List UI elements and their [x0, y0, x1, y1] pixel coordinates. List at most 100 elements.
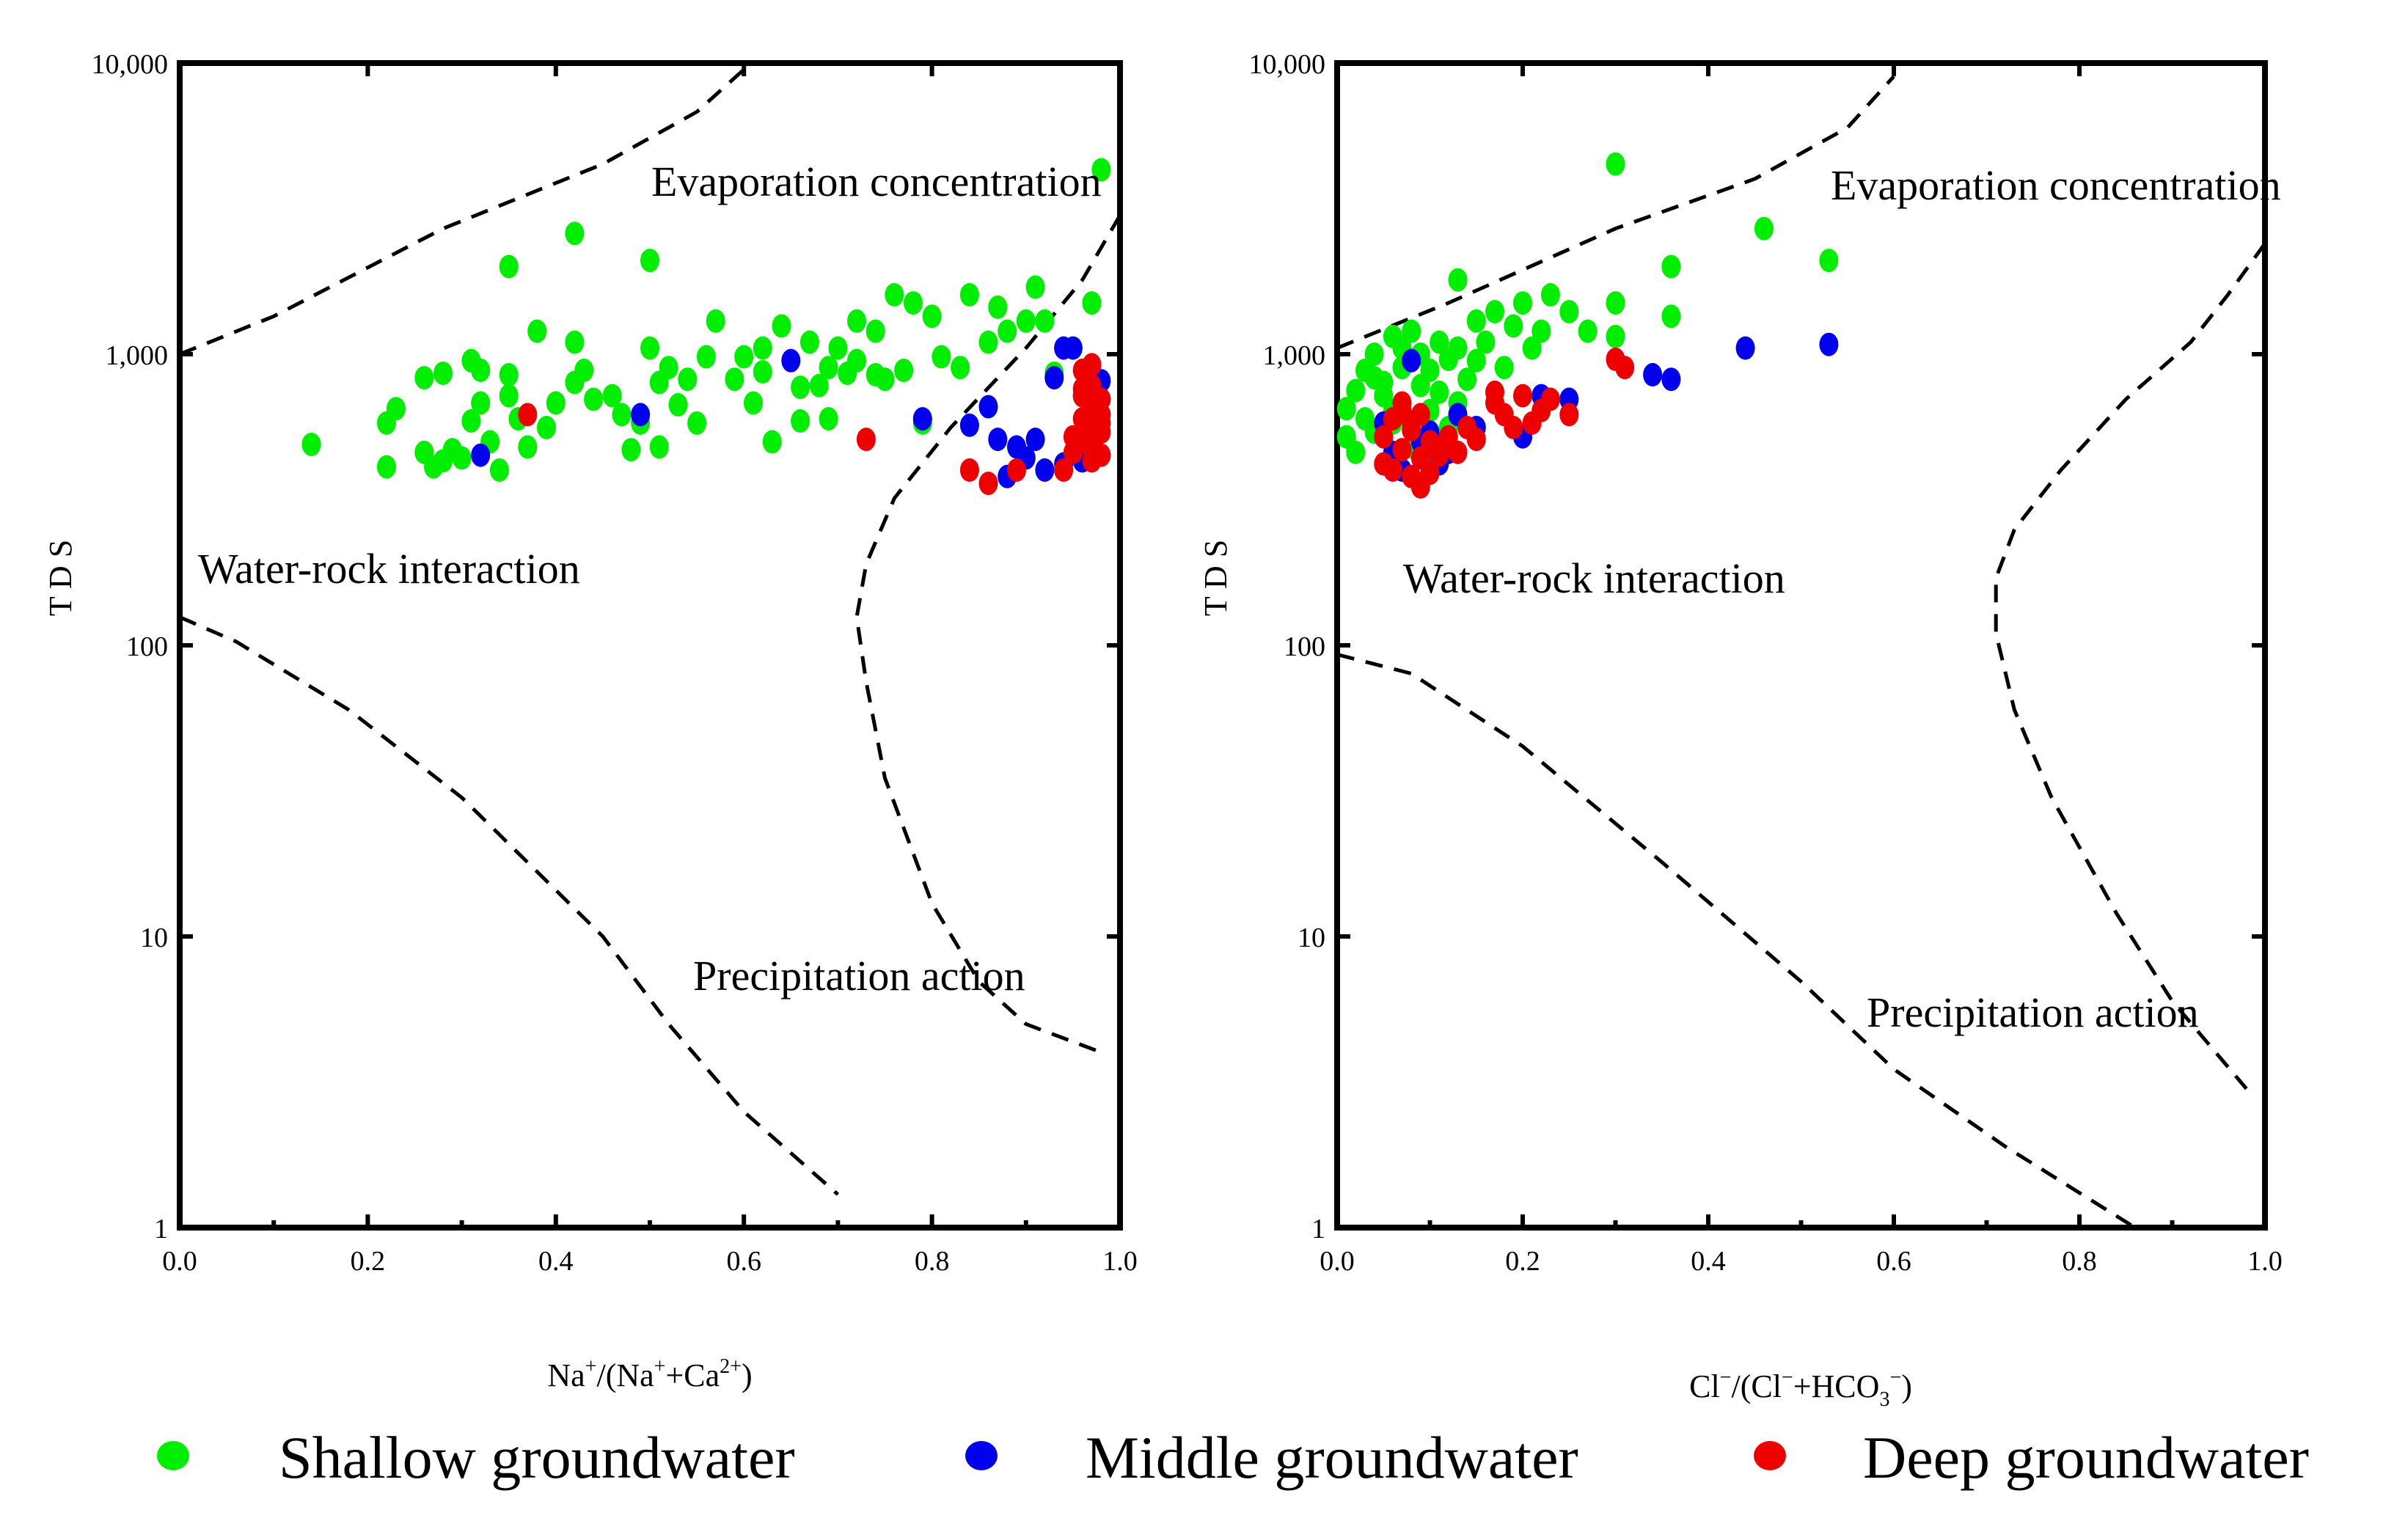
- point-shallow: [762, 430, 782, 454]
- point-shallow: [894, 359, 914, 382]
- point-middle: [1735, 336, 1755, 360]
- point-shallow: [1430, 380, 1449, 404]
- y-tick-label: 10,000: [92, 49, 169, 80]
- point-shallow: [1466, 309, 1486, 333]
- point-deep: [1485, 380, 1504, 404]
- point-shallow: [772, 314, 791, 338]
- point-shallow: [377, 455, 396, 479]
- point-shallow: [640, 336, 659, 360]
- point-shallow: [612, 403, 632, 427]
- point-shallow: [527, 319, 547, 343]
- point-shallow: [1476, 330, 1496, 354]
- point-deep: [1374, 425, 1394, 449]
- point-shallow: [1364, 366, 1384, 390]
- point-shallow: [1606, 324, 1625, 348]
- point-middle: [1819, 332, 1839, 356]
- boundary-line-right: [854, 214, 1122, 1055]
- legend-item-deep: Deep groundwater: [1754, 1424, 2309, 1491]
- point-shallow: [1346, 378, 1366, 403]
- point-shallow: [866, 319, 885, 343]
- point-shallow: [753, 336, 772, 360]
- point-shallow: [433, 362, 453, 385]
- point-shallow: [706, 309, 725, 333]
- x-tick-label: 0.0: [1320, 1246, 1355, 1277]
- y-tick-label: 100: [126, 631, 168, 662]
- point-shallow: [1754, 216, 1774, 241]
- point-shallow: [744, 391, 763, 415]
- point-shallow: [301, 433, 321, 456]
- point-shallow: [471, 391, 491, 415]
- point-shallow: [1402, 319, 1421, 343]
- point-shallow: [1504, 314, 1523, 338]
- point-deep: [1466, 428, 1486, 452]
- point-middle: [781, 348, 801, 373]
- point-shallow: [621, 438, 641, 462]
- point-shallow: [1606, 152, 1625, 176]
- point-shallow: [471, 359, 491, 382]
- point-deep: [1402, 411, 1421, 435]
- point-shallow: [452, 446, 472, 470]
- point-shallow: [1819, 249, 1839, 273]
- point-shallow: [725, 367, 744, 392]
- point-shallow: [649, 435, 669, 459]
- point-shallow: [1091, 158, 1111, 182]
- point-shallow: [1485, 300, 1504, 323]
- point-shallow: [1035, 309, 1055, 333]
- point-deep: [1054, 458, 1074, 482]
- legend-marker-deep: [1754, 1441, 1786, 1470]
- point-deep: [1504, 416, 1523, 439]
- legend-marker-middle: [965, 1441, 998, 1470]
- y-tick-label: 1,000: [1263, 340, 1326, 371]
- point-shallow: [1346, 440, 1366, 464]
- point-shallow: [885, 283, 904, 307]
- point-shallow: [1540, 283, 1560, 307]
- point-shallow: [1531, 319, 1551, 343]
- point-shallow: [565, 330, 585, 354]
- point-shallow: [537, 416, 556, 439]
- point-shallow: [668, 393, 688, 417]
- point-deep: [1072, 377, 1092, 401]
- point-shallow: [687, 411, 707, 435]
- point-shallow: [791, 409, 810, 433]
- point-shallow: [988, 295, 1008, 319]
- boundary-line-upper: [1336, 75, 1895, 350]
- point-deep: [1082, 353, 1102, 377]
- point-shallow: [1448, 268, 1468, 292]
- point-middle: [959, 413, 979, 437]
- point-shallow: [461, 409, 481, 433]
- point-shallow: [1420, 359, 1440, 382]
- x-tick-label: 0.6: [1876, 1246, 1911, 1277]
- point-shallow: [1494, 356, 1514, 380]
- point-shallow: [696, 345, 716, 369]
- point-deep: [1448, 440, 1468, 464]
- point-shallow: [866, 363, 885, 386]
- point-shallow: [951, 356, 970, 380]
- point-shallow: [602, 384, 622, 408]
- point-shallow: [1448, 336, 1468, 360]
- point-shallow: [1466, 348, 1486, 373]
- y-tick-label: 1,000: [106, 340, 169, 371]
- point-middle: [1063, 336, 1083, 360]
- point-shallow: [998, 319, 1017, 343]
- point-shallow: [489, 458, 509, 482]
- point-shallow: [1457, 367, 1477, 392]
- point-shallow: [791, 375, 810, 400]
- point-shallow: [499, 254, 519, 279]
- point-shallow: [809, 373, 829, 397]
- point-shallow: [565, 221, 585, 246]
- x-tick-label: 0.6: [726, 1246, 761, 1277]
- point-middle: [1044, 366, 1064, 390]
- point-deep: [1430, 443, 1449, 467]
- point-deep: [1091, 387, 1111, 411]
- point-middle: [1402, 348, 1421, 373]
- x-tick-label: 0.2: [1505, 1246, 1540, 1277]
- legend: Shallow groundwater Middle groundwater D…: [157, 1424, 2309, 1491]
- legend-marker-shallow: [157, 1441, 189, 1470]
- x-axis-title: Cl−/(Cl−+HCO3−): [1689, 1366, 1912, 1411]
- point-shallow: [414, 366, 434, 390]
- region-label-precipitation: Precipitation action: [693, 952, 1025, 1000]
- x-tick-label: 0.4: [1691, 1246, 1726, 1277]
- point-middle: [1035, 458, 1055, 482]
- point-shallow: [499, 384, 519, 408]
- point-shallow: [546, 391, 566, 415]
